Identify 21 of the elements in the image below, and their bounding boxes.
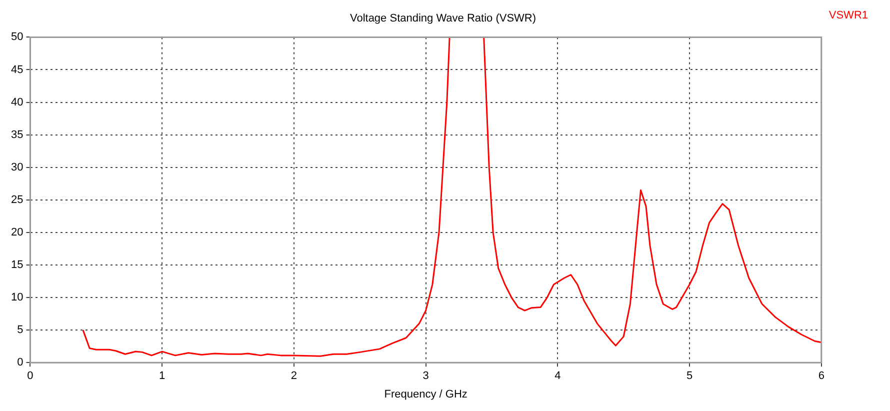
x-tick-label: 3 [422,370,429,382]
x-tick-label: 1 [159,370,166,382]
x-axis-title: Frequency / GHz [384,388,468,400]
x-tick-label: 2 [290,370,298,382]
x-tick-label: 6 [818,370,824,382]
y-tick-label: 15 [10,259,24,272]
x-tick-label: 4 [554,370,561,382]
y-tick-label: 10 [10,292,24,304]
y-tick-label: 35 [10,128,24,141]
y-tick-label: 45 [10,64,24,76]
y-tick-label: 5 [17,324,24,336]
x-tick-label: 0 [27,370,34,382]
y-tick-label: 0 [17,356,24,369]
y-tick-label: 20 [10,226,24,238]
y-tick-label: 30 [10,161,24,174]
x-tick-label: 5 [686,370,693,382]
y-tick-label: 25 [10,194,24,206]
chart-title: Voltage Standing Wave Ratio (VSWR) [350,12,536,25]
y-tick-label: 50 [10,31,24,44]
text: VSWR1 [828,10,868,22]
y-tick-label: 40 [10,96,24,108]
